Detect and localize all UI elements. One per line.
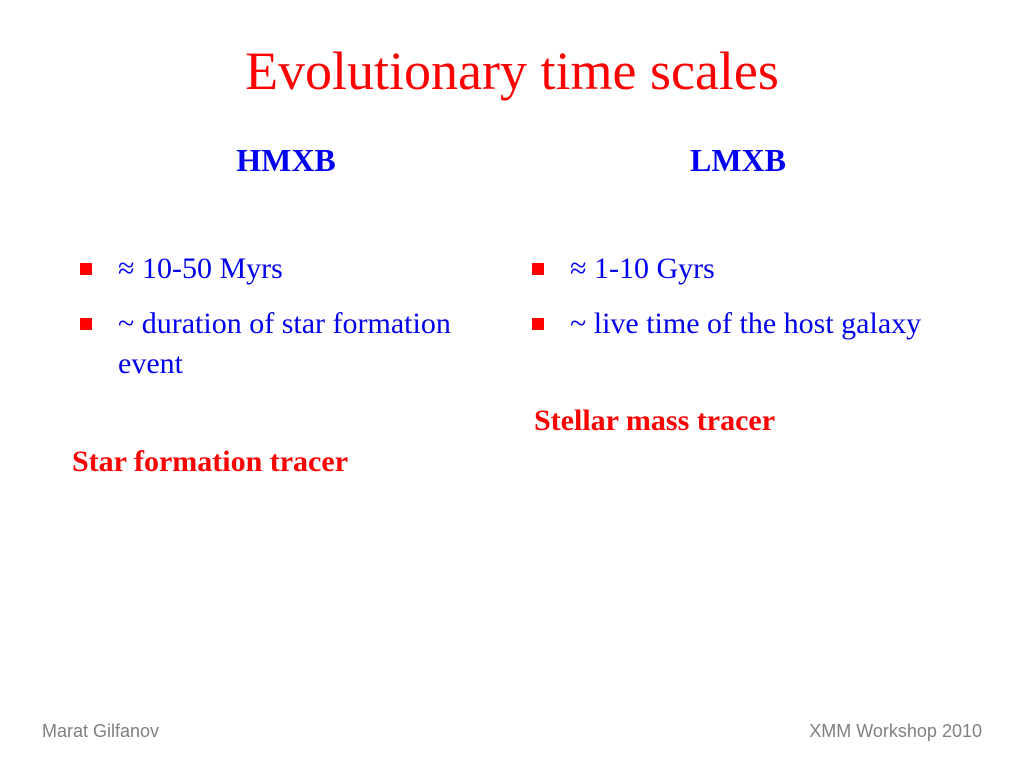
column-heading-hmxb: HMXB [70, 142, 502, 179]
list-item: ≈ 10-50 Myrs [70, 249, 502, 290]
column-lmxb: LMXB ≈ 1-10 Gyrs ~ live time of the host… [522, 142, 954, 479]
slide-title: Evolutionary time scales [70, 40, 954, 102]
list-item: ~ duration of star formation event [70, 304, 502, 385]
columns-container: HMXB ≈ 10-50 Myrs ~ duration of star for… [70, 142, 954, 479]
tracer-hmxb: Star formation tracer [70, 445, 502, 479]
slide-footer: Marat Gilfanov XMM Workshop 2010 [0, 721, 1024, 742]
bullet-list-hmxb: ≈ 10-50 Myrs ~ duration of star formatio… [70, 249, 502, 385]
list-item: ≈ 1-10 Gyrs [522, 249, 954, 290]
bullet-list-lmxb: ≈ 1-10 Gyrs ~ live time of the host gala… [522, 249, 954, 344]
slide: Evolutionary time scales HMXB ≈ 10-50 My… [0, 0, 1024, 768]
footer-event: XMM Workshop 2010 [809, 721, 982, 742]
column-heading-lmxb: LMXB [522, 142, 954, 179]
tracer-lmxb: Stellar mass tracer [522, 404, 954, 438]
column-hmxb: HMXB ≈ 10-50 Myrs ~ duration of star for… [70, 142, 502, 479]
footer-author: Marat Gilfanov [42, 721, 159, 742]
list-item: ~ live time of the host galaxy [522, 304, 954, 345]
